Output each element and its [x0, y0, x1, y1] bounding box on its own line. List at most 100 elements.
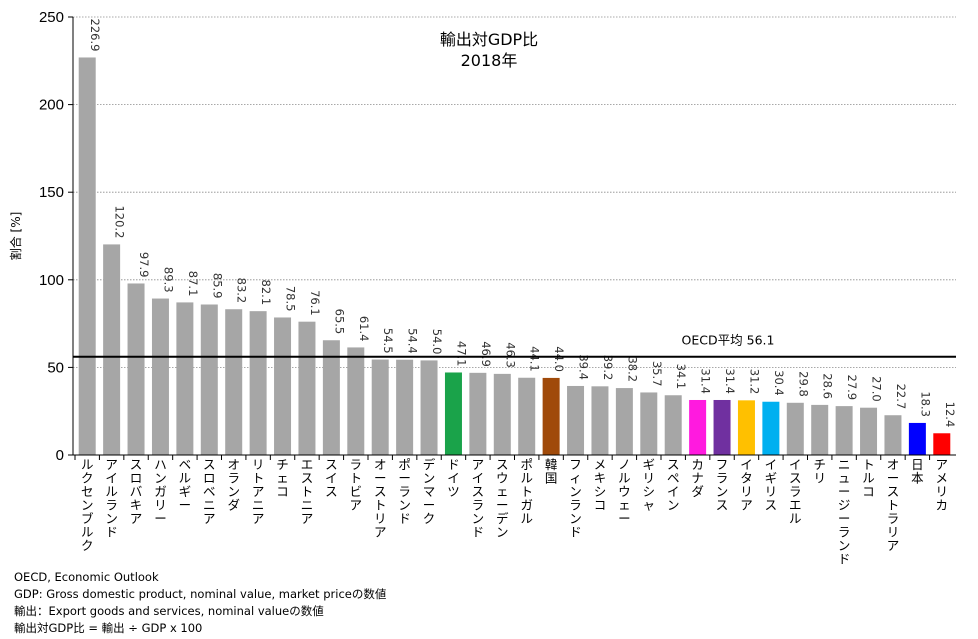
bar [713, 399, 731, 455]
category-label: メキシコ [594, 457, 607, 513]
value-labels: 226.9 120.2 97.9 89.3 87.1 85.9 83.2 82.1 78.5 76… [88, 19, 957, 428]
bar [737, 400, 755, 455]
y-tick-label: 100 [39, 272, 64, 289]
note-line: 輸出：Export goods and services, nominal va… [14, 604, 324, 618]
bar [933, 433, 951, 455]
bar [298, 321, 316, 455]
bar [371, 359, 389, 455]
value-label: 44.1 [528, 346, 542, 372]
category-label: フィンランド [569, 457, 582, 540]
value-label: 22.7 [894, 384, 908, 410]
category-label: アイルランド [105, 457, 118, 540]
value-label: 27.0 [870, 376, 884, 402]
category-label: イタリア [740, 457, 753, 513]
value-label: 39.4 [577, 354, 591, 380]
category-label: オーストラリア [887, 457, 900, 553]
value-label: 29.8 [796, 371, 810, 397]
value-label: 31.2 [747, 369, 761, 395]
note-line: GDP: Gross domestic product, nominal val… [14, 587, 387, 601]
bar [591, 386, 609, 455]
category-label: イギリス [765, 457, 778, 513]
bar [347, 347, 365, 455]
value-label: 39.2 [601, 355, 615, 381]
value-label: 61.4 [357, 316, 371, 342]
bar [469, 372, 487, 455]
bar [835, 406, 853, 455]
bar [664, 395, 682, 455]
category-label: ポーランド [398, 457, 411, 526]
category-label: ドイツ [447, 457, 460, 499]
value-label: 76.1 [308, 290, 322, 316]
category-label: 日本 [911, 457, 924, 486]
value-label: 89.3 [161, 267, 175, 293]
bar [640, 392, 658, 455]
category-label: エストニア [301, 457, 314, 526]
bar [396, 359, 414, 455]
bar [860, 407, 878, 455]
value-label: 35.7 [650, 361, 664, 387]
value-label: 46.9 [479, 341, 493, 367]
y-tick-label: 0 [56, 447, 64, 464]
category-label: チェコ [276, 457, 289, 499]
note-line: OECD, Economic Outlook [14, 570, 159, 584]
category-label: ハンガリー [154, 457, 167, 526]
bar [322, 340, 340, 455]
value-label: 27.9 [845, 375, 859, 401]
category-label: スペイン [667, 457, 680, 513]
value-label: 44.0 [552, 346, 566, 372]
value-label: 12.4 [943, 402, 957, 428]
bar [762, 401, 780, 455]
bar [567, 385, 585, 455]
category-label: ギリシャ [643, 457, 656, 513]
bar [274, 317, 292, 455]
category-label: カナダ [691, 457, 704, 499]
value-label: 28.6 [821, 373, 835, 399]
value-label: 54.0 [430, 329, 444, 355]
category-label: ニュージーランド [838, 457, 851, 567]
category-label: オーストリア [374, 457, 387, 540]
category-label: チリ [813, 457, 826, 486]
bar [151, 298, 169, 455]
value-label: 83.2 [235, 278, 249, 304]
value-label: 78.5 [284, 286, 298, 312]
value-label: 30.4 [772, 370, 786, 396]
value-label: 97.9 [137, 252, 151, 278]
value-label: 65.5 [332, 309, 346, 335]
category-label: スロバキア [130, 457, 143, 526]
value-label: 18.3 [918, 391, 932, 417]
bar [249, 311, 267, 455]
value-label: 82.1 [259, 280, 273, 306]
category-label: スロベニア [203, 457, 216, 526]
bar [884, 415, 902, 455]
bar [176, 302, 194, 455]
category-label: イスラエル [789, 457, 802, 526]
category-label: スウェーデン [496, 457, 509, 540]
category-label: デンマーク [423, 457, 436, 526]
bar [615, 388, 633, 455]
bar [811, 404, 829, 455]
bars [78, 57, 951, 456]
category-label: 韓国 [545, 457, 558, 486]
note-line: 輸出対GDP比 = 輸出 ÷ GDP x 100 [14, 621, 203, 635]
chart-subtitle: 2018年 [461, 51, 518, 70]
bar-chart: 0 50 100 150 200 250 226.9 120.2 97.9 89.3 87.1 85… [8, 9, 957, 567]
value-label: 226.9 [88, 19, 102, 52]
bar [786, 402, 804, 455]
bar [225, 309, 243, 455]
category-label: スイス [325, 457, 338, 499]
category-label: オランダ [227, 457, 240, 513]
bar [689, 399, 707, 455]
category-label: アメリカ [936, 457, 949, 513]
value-label: 46.3 [503, 342, 517, 368]
bar [493, 373, 511, 455]
value-label: 54.5 [381, 328, 395, 354]
bar [908, 422, 926, 455]
bar [200, 304, 218, 455]
bar [518, 377, 536, 455]
bar [542, 377, 560, 455]
value-label: 87.1 [186, 271, 200, 297]
value-label: 31.4 [699, 368, 713, 394]
gridlines [73, 16, 956, 368]
category-label: リトアニア [252, 457, 265, 526]
y-tick-label: 200 [39, 97, 64, 114]
